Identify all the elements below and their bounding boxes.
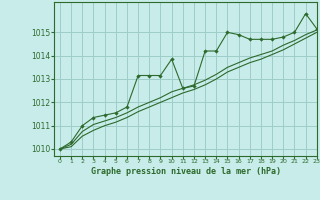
X-axis label: Graphe pression niveau de la mer (hPa): Graphe pression niveau de la mer (hPa) [91,167,281,176]
